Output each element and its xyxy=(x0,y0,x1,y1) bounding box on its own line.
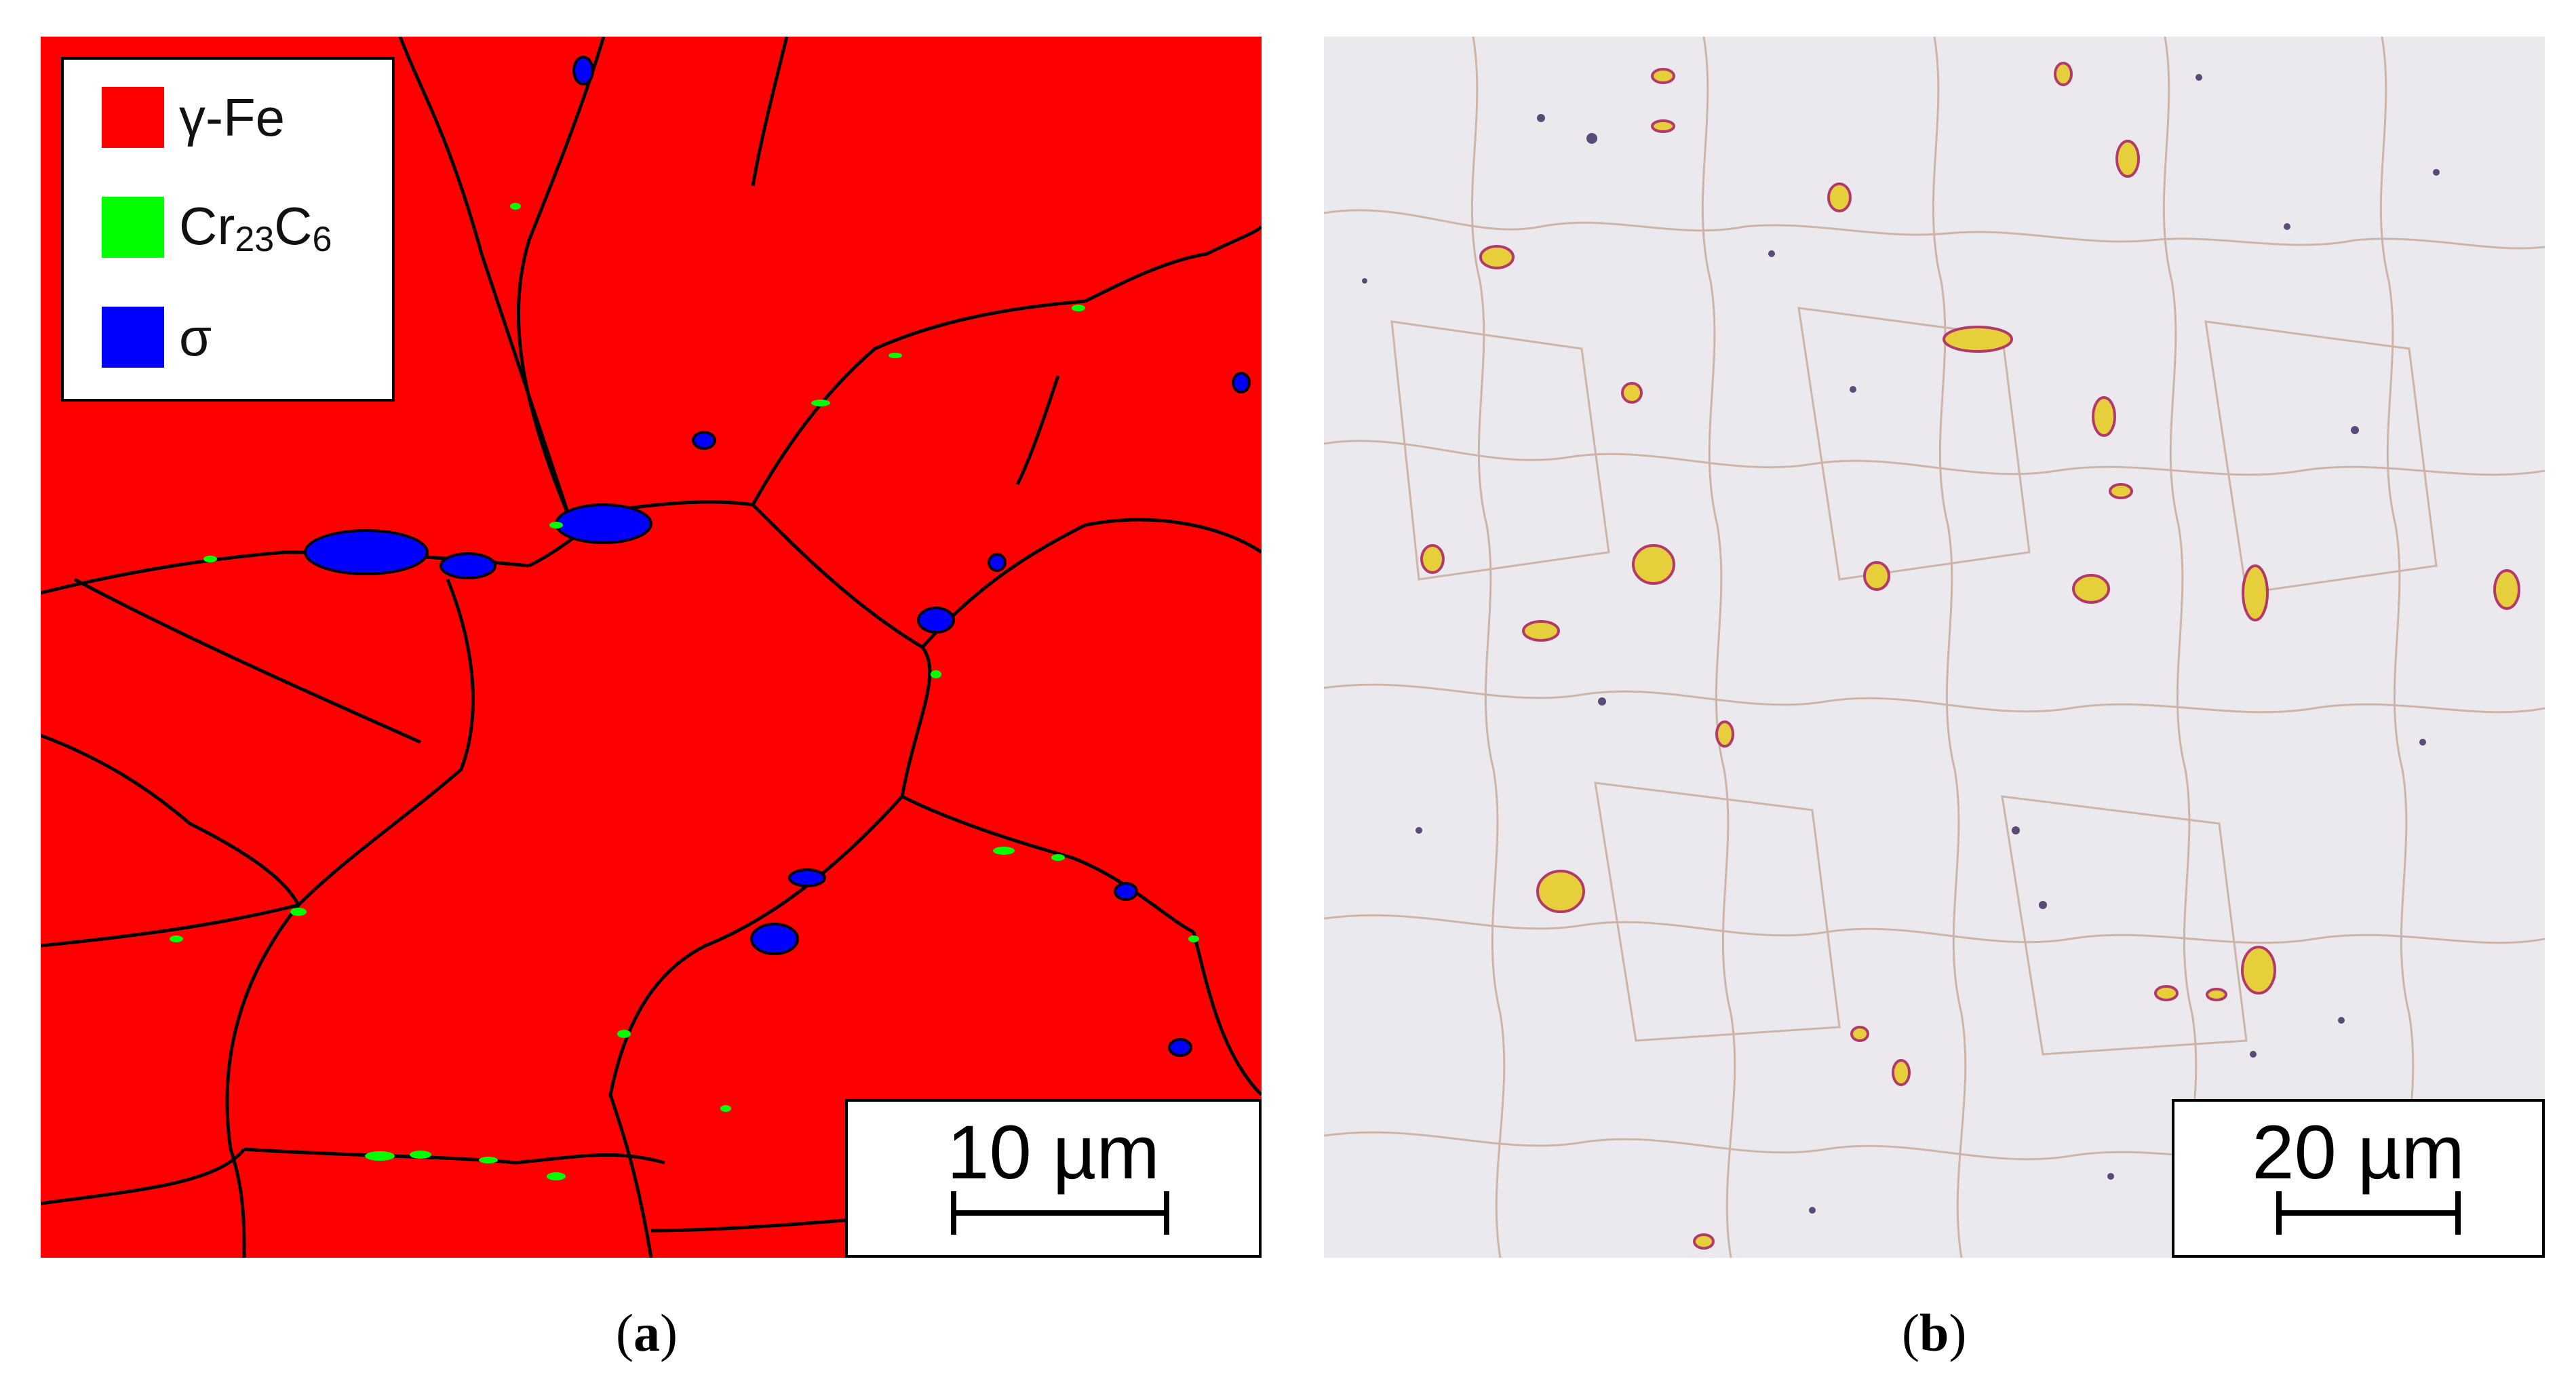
legend-swatch-carbide xyxy=(102,197,164,258)
small-inclusions xyxy=(1362,74,2440,1214)
panel-caption-a: (a) xyxy=(616,1303,678,1362)
legend-item-carbide: Cr23C6 xyxy=(102,195,332,259)
grain-boundaries xyxy=(41,37,1262,1258)
legend-swatch-gamma-fe xyxy=(102,87,164,148)
scale-bar-b xyxy=(2276,1191,2461,1235)
scale-bar-box-b: 20 µm xyxy=(2172,1099,2545,1258)
micrograph-image: 20 µm xyxy=(1324,37,2545,1258)
phase-map-image: γ-Fe Cr23C6 σ 10 µm xyxy=(41,37,1262,1258)
micrograph-graphic xyxy=(1324,37,2545,1258)
phase-legend: γ-Fe Cr23C6 σ xyxy=(61,57,395,402)
scale-bar-box-a: 10 µm xyxy=(845,1099,1262,1258)
carbide-particles xyxy=(170,203,1199,1180)
legend-label-gamma-fe: γ-Fe xyxy=(179,87,285,147)
legend-swatch-sigma xyxy=(102,307,164,368)
panel-caption-b: (b) xyxy=(1902,1303,1967,1362)
legend-item-gamma-fe: γ-Fe xyxy=(102,87,285,148)
scale-bar-a xyxy=(951,1191,1169,1235)
legend-label-sigma: σ xyxy=(179,307,212,367)
scale-bar-label-a: 10 µm xyxy=(947,1110,1160,1195)
scale-bar-label-b: 20 µm xyxy=(2252,1110,2465,1195)
legend-item-sigma: σ xyxy=(102,307,212,368)
sigma-phase-particles xyxy=(304,56,1251,1057)
legend-label-carbide: Cr23C6 xyxy=(179,195,332,259)
precipitate-particles xyxy=(1420,62,2520,1250)
